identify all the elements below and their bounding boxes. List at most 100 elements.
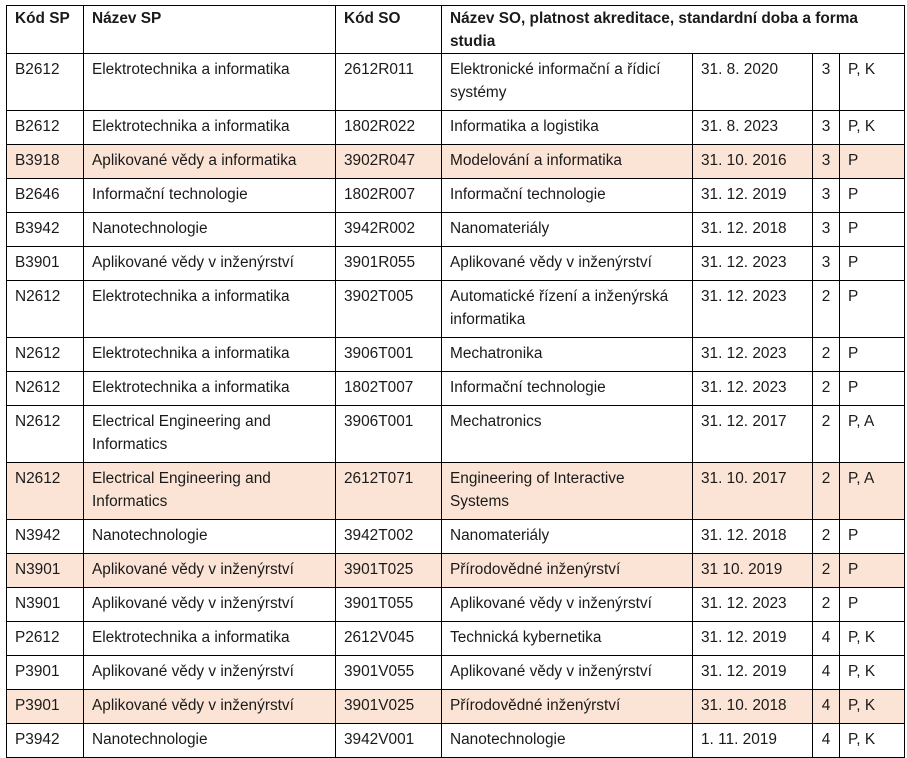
header-nazev-sp: Název SP	[83, 5, 336, 54]
cell-nazev-sp: Aplikované vědy v inženýrství	[83, 689, 336, 724]
cell-doba: 2	[812, 337, 840, 372]
cell-kod-sp: N2612	[6, 462, 84, 520]
cell-kod-so: 2612R011	[335, 53, 442, 111]
cell-nazev-so: Přírodovědné inženýrství	[441, 553, 693, 588]
cell-kod-so: 3942T002	[335, 519, 442, 554]
cell-nazev-so: Technická kybernetika	[441, 621, 693, 656]
cell-nazev-sp: Nanotechnologie	[83, 519, 336, 554]
cell-kod-sp: B3901	[6, 246, 84, 281]
cell-kod-so: 3901T025	[335, 553, 442, 588]
cell-nazev-so: Mechatronika	[441, 337, 693, 372]
cell-nazev-so: Informatika a logistika	[441, 110, 693, 145]
cell-platnost: 31. 12. 2019	[692, 178, 813, 213]
cell-doba: 2	[812, 371, 840, 406]
cell-kod-so: 3906T001	[335, 337, 442, 372]
table-row: N3901 Aplikované vědy v inženýrství 3901T0…	[6, 553, 906, 588]
cell-doba: 3	[812, 53, 840, 111]
cell-nazev-so: Aplikované vědy v inženýrství	[441, 587, 693, 622]
cell-nazev-sp: Aplikované vědy v inženýrství	[83, 553, 336, 588]
cell-nazev-so: Informační technologie	[441, 178, 693, 213]
table-row: B3901 Aplikované vědy v inženýrství 3901R0…	[6, 246, 906, 281]
cell-platnost: 31. 12. 2019	[692, 655, 813, 690]
cell-kod-so: 1802R022	[335, 110, 442, 145]
cell-platnost: 31. 12. 2018	[692, 519, 813, 554]
header-row: Kód SP Název SP Kód SO Název SO, platnos…	[6, 5, 906, 54]
cell-kod-sp: B2612	[6, 53, 84, 111]
cell-doba: 3	[812, 144, 840, 179]
table-row: B2612 Elektrotechnika a informatika 1802R0…	[6, 110, 906, 145]
cell-nazev-so: Aplikované vědy v inženýrství	[441, 655, 693, 690]
table-row: B3918 Aplikované vědy a informatika 3902R0…	[6, 144, 906, 179]
cell-nazev-so: Informační technologie	[441, 371, 693, 406]
cell-kod-sp: P3942	[6, 723, 84, 758]
cell-nazev-sp: Electrical Engineering and Informatics	[83, 462, 336, 520]
table-row: N2612 Electrical Engineering and Informat…	[6, 462, 906, 520]
cell-nazev-sp: Elektrotechnika a informatika	[83, 110, 336, 145]
header-kod-sp: Kód SP	[6, 5, 84, 54]
cell-kod-sp: N2612	[6, 371, 84, 406]
cell-forma: P, A	[838, 462, 906, 520]
table-row: N2612 Elektrotechnika a informatika 3906T0…	[6, 337, 906, 372]
cell-platnost: 31. 10. 2018	[692, 689, 813, 724]
cell-nazev-sp: Aplikované vědy v inženýrství	[83, 246, 336, 281]
cell-forma: P, K	[838, 621, 906, 656]
cell-kod-sp: B3918	[6, 144, 84, 179]
cell-forma: P	[838, 144, 906, 179]
cell-doba: 4	[812, 689, 840, 724]
table-row: N3942 Nanotechnologie 3942T002 Nanomateriál…	[6, 519, 906, 554]
cell-platnost: 31. 12. 2023	[692, 337, 813, 372]
cell-kod-so: 3902R047	[335, 144, 442, 179]
cell-doba: 2	[812, 553, 840, 588]
cell-nazev-so: Mechatronics	[441, 405, 693, 463]
cell-nazev-sp: Elektrotechnika a informatika	[83, 337, 336, 372]
cell-platnost: 31. 12. 2019	[692, 621, 813, 656]
cell-platnost: 31 10. 2019	[692, 553, 813, 588]
cell-nazev-so: Přírodovědné inženýrství	[441, 689, 693, 724]
cell-forma: P	[838, 280, 906, 338]
cell-nazev-so: Automatické řízení a inženýrská informat…	[441, 280, 693, 338]
cell-platnost: 31. 12. 2023	[692, 280, 813, 338]
table-row: N2612 Electrical Engineering and Informat…	[6, 405, 906, 463]
cell-nazev-sp: Elektrotechnika a informatika	[83, 280, 336, 338]
cell-platnost: 31. 10. 2016	[692, 144, 813, 179]
cell-doba: 3	[812, 110, 840, 145]
table-row: P3942 Nanotechnologie 3942V001 Nanotechnolo…	[6, 723, 906, 758]
cell-platnost: 31. 12. 2023	[692, 246, 813, 281]
cell-kod-sp: N2612	[6, 405, 84, 463]
cell-doba: 2	[812, 405, 840, 463]
cell-kod-sp: B2612	[6, 110, 84, 145]
cell-platnost: 31. 12. 2023	[692, 587, 813, 622]
header-nazev-so: Název SO, platnost akreditace, standardn…	[440, 5, 906, 54]
cell-doba: 3	[812, 212, 840, 247]
cell-platnost: 31. 8. 2020	[692, 53, 813, 111]
cell-nazev-sp: Nanotechnologie	[83, 723, 336, 758]
cell-kod-sp: P3901	[6, 655, 84, 690]
cell-kod-sp: P3901	[6, 689, 84, 724]
cell-nazev-so: Elektronické informační a řídicí systémy	[441, 53, 693, 111]
cell-kod-sp: N3942	[6, 519, 84, 554]
cell-doba: 4	[812, 723, 840, 758]
cell-forma: P	[838, 178, 906, 213]
cell-nazev-sp: Aplikované vědy v inženýrství	[83, 655, 336, 690]
cell-kod-so: 3942V001	[335, 723, 442, 758]
cell-nazev-sp: Informační technologie	[83, 178, 336, 213]
cell-forma: P, K	[838, 689, 906, 724]
cell-platnost: 31. 12. 2018	[692, 212, 813, 247]
table-row: P3901 Aplikované vědy v inženýrství 3901V0…	[6, 655, 906, 690]
cell-kod-so: 1802R007	[335, 178, 442, 213]
cell-kod-sp: N2612	[6, 337, 84, 372]
cell-nazev-sp: Electrical Engineering and Informatics	[83, 405, 336, 463]
cell-kod-sp: P2612	[6, 621, 84, 656]
cell-forma: P	[838, 337, 906, 372]
cell-kod-so: 3901V025	[335, 689, 442, 724]
table-row: P3901 Aplikované vědy v inženýrství 3901V0…	[6, 689, 906, 724]
cell-forma: P	[838, 519, 906, 554]
cell-nazev-so: Engineering of Interactive Systems	[441, 462, 693, 520]
cell-forma: P, A	[838, 405, 906, 463]
table-row: B2612 Elektrotechnika a informatika 2612R0…	[6, 53, 906, 111]
cell-doba: 4	[812, 621, 840, 656]
cell-nazev-so: Modelování a informatika	[441, 144, 693, 179]
cell-kod-so: 3906T001	[335, 405, 442, 463]
cell-doba: 2	[812, 587, 840, 622]
cell-nazev-sp: Elektrotechnika a informatika	[83, 53, 336, 111]
